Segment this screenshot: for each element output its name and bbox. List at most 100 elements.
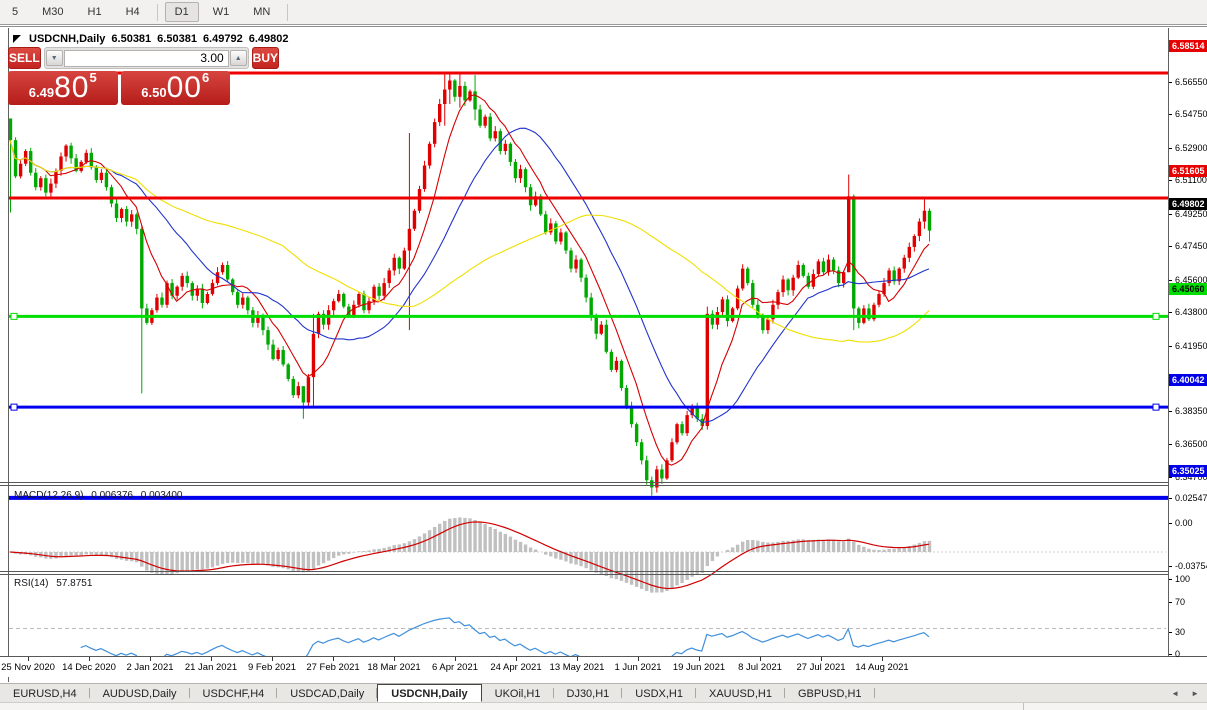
indicator-tick-label: 0.00 bbox=[1175, 518, 1193, 528]
one-click-collapse-icon[interactable] bbox=[13, 35, 21, 43]
date-label: 9 Feb 2021 bbox=[247, 662, 297, 673]
indicator-tick-label: 70 bbox=[1175, 596, 1186, 607]
status-bar bbox=[0, 702, 1207, 710]
rsi-splitter-top[interactable] bbox=[0, 571, 1207, 572]
indicator-tick-label: 0.025473 bbox=[1175, 493, 1207, 503]
symbol-tab-usdcad[interactable]: USDCAD,Daily bbox=[277, 684, 378, 702]
date-label: 25 Nov 2020 bbox=[1, 662, 55, 673]
price-badge-6.58514: 6.58514 bbox=[1169, 40, 1207, 52]
price-tick-mark bbox=[1169, 476, 1172, 478]
indicator-tick-mark bbox=[1169, 601, 1172, 603]
symbol-tab-usdcnh[interactable]: USDCNH,Daily bbox=[377, 684, 482, 702]
indicator-tick-label: 100 bbox=[1175, 574, 1191, 584]
toolbar-separator bbox=[156, 3, 158, 21]
timeframe-button-h1[interactable]: H1 bbox=[87, 6, 102, 18]
date-label: 18 Mar 2021 bbox=[367, 662, 421, 673]
price-scale[interactable]: 6.56550 6.54750 6.52900 6.51100 6.49250 6.474… bbox=[1169, 27, 1207, 659]
date-tick-mark bbox=[272, 657, 273, 661]
date-label: 6 Apr 2021 bbox=[432, 662, 478, 673]
tab-scroll-right-icon[interactable]: ► bbox=[1191, 688, 1199, 698]
symbol-tab-xauusd[interactable]: XAUUSD,H1 bbox=[696, 684, 785, 702]
timeframe-button-m30[interactable]: M30 bbox=[42, 6, 64, 18]
date-tick-mark bbox=[150, 657, 151, 661]
symbol-tab-usdx[interactable]: USDX,H1 bbox=[622, 684, 696, 702]
symbol-tab-usdchf[interactable]: USDCHF,H4 bbox=[190, 684, 278, 702]
date-label: 14 Aug 2021 bbox=[855, 662, 909, 673]
symbol-tab-ukoil[interactable]: UKOil,H1 bbox=[482, 684, 554, 702]
indicator-tick-mark bbox=[1169, 498, 1172, 499]
date-label: 2 Jan 2021 bbox=[126, 662, 174, 673]
price-badge-6.45060: 6.45060 bbox=[1169, 283, 1207, 296]
price-tick-label: 6.51100 bbox=[1175, 175, 1207, 186]
date-tick-mark bbox=[882, 657, 883, 661]
date-tick-mark bbox=[211, 657, 212, 661]
timeframe-button-5[interactable]: 5 bbox=[12, 6, 19, 18]
sell-price-button[interactable]: 6.49 80 5 bbox=[8, 71, 118, 105]
rsi-splitter-bottom[interactable] bbox=[0, 574, 1207, 575]
price-tick-mark bbox=[1169, 410, 1172, 412]
date-axis[interactable]: 25 Nov 2020 14 Dec 2020 2 Jan 2021 21 Jan 2… bbox=[0, 657, 1169, 677]
rsi-bottom-border bbox=[0, 656, 1207, 657]
chart-window: USDCNH,Daily 6.50381 6.50381 6.49792 6.4… bbox=[0, 26, 1207, 682]
lot-decrease-button[interactable]: ▼ bbox=[45, 50, 63, 66]
timeframe-button-mn[interactable]: MN bbox=[253, 6, 271, 18]
date-tick-mark bbox=[89, 657, 90, 661]
lot-increase-button[interactable]: ▲ bbox=[229, 50, 247, 66]
price-tick-label: 6.38350 bbox=[1175, 405, 1207, 416]
macd-splitter-bottom[interactable] bbox=[0, 485, 1207, 486]
indicator-tick-mark bbox=[1169, 566, 1172, 567]
price-tick-label: 6.43800 bbox=[1175, 307, 1207, 318]
date-tick-mark bbox=[577, 657, 578, 661]
price-tick-mark bbox=[1169, 180, 1172, 182]
price-tick-mark bbox=[1169, 279, 1172, 281]
price-tick-label: 6.36500 bbox=[1175, 439, 1207, 450]
sell-price-sup: 5 bbox=[89, 70, 97, 85]
price-tick-label: 6.52900 bbox=[1175, 142, 1207, 153]
one-click-trading-panel: SELL ▼ ▲ BUY 6.49 80 5 6.50 00 6 bbox=[8, 47, 280, 105]
indicator-tick-mark bbox=[1169, 523, 1172, 524]
price-tick-mark bbox=[1169, 246, 1172, 248]
symbol-tab-gbpusd[interactable]: GBPUSD,H1 bbox=[785, 684, 875, 702]
macd-main-value: 0.006376 bbox=[91, 490, 133, 501]
macd-label: MACD(12,26,9) 0.006376 0.003400 bbox=[14, 490, 187, 501]
sell-price-big: 80 bbox=[54, 71, 90, 104]
status-separator bbox=[1023, 703, 1024, 710]
timeframe-button-d1[interactable]: D1 bbox=[164, 2, 199, 22]
price-tick-mark bbox=[1169, 345, 1172, 347]
symbol-tab-eurusd[interactable]: EURUSD,H4 bbox=[0, 684, 90, 702]
timeframe-button-h4[interactable]: H4 bbox=[125, 6, 140, 18]
timeframe-toolbar: 5 M30 H1 H4 D1 W1 MN bbox=[0, 0, 1207, 25]
chart-symbol: USDCNH,Daily bbox=[29, 33, 106, 45]
macd-splitter-top[interactable] bbox=[0, 482, 1207, 483]
date-tick-mark bbox=[333, 657, 334, 661]
buy-price-button[interactable]: 6.50 00 6 bbox=[120, 71, 230, 105]
price-tick-label: 6.54750 bbox=[1175, 109, 1207, 120]
buy-price-big: 00 bbox=[166, 71, 202, 104]
symbol-tab-audusd[interactable]: AUDUSD,Daily bbox=[90, 684, 190, 702]
price-scale-separator bbox=[1168, 28, 1169, 657]
rsi-name: RSI(14) bbox=[14, 578, 49, 589]
sell-button[interactable]: SELL bbox=[8, 47, 41, 69]
date-label: 8 Jul 2021 bbox=[738, 662, 782, 673]
price-tick-label: 6.47450 bbox=[1175, 241, 1207, 252]
symbol-tab-bar: EURUSD,H4 AUDUSD,Daily USDCHF,H4 USDCAD,Dai… bbox=[0, 683, 1207, 702]
chart-title: USDCNH,Daily 6.50381 6.50381 6.49792 6.4… bbox=[13, 33, 294, 45]
date-label: 27 Feb 2021 bbox=[306, 662, 360, 673]
price-tick-mark bbox=[1169, 444, 1172, 446]
ohlc-close: 6.49802 bbox=[248, 33, 289, 45]
date-tick-mark bbox=[516, 657, 517, 661]
timeframe-button-w1[interactable]: W1 bbox=[212, 6, 230, 18]
chart-left-border bbox=[8, 28, 9, 682]
tab-scroll-left-icon[interactable]: ◄ bbox=[1171, 688, 1180, 698]
sell-price-small: 6.49 bbox=[28, 85, 55, 100]
date-label: 19 Jun 2021 bbox=[672, 662, 726, 673]
price-tick-mark bbox=[1169, 213, 1172, 215]
symbol-tab-dj30[interactable]: DJ30,H1 bbox=[554, 684, 623, 702]
rsi-label: RSI(14) 57.8751 bbox=[14, 578, 97, 589]
buy-button[interactable]: BUY bbox=[251, 47, 280, 69]
date-label: 1 Jun 2021 bbox=[614, 662, 662, 673]
price-chart-canvas[interactable] bbox=[9, 54, 1178, 657]
indicator-tick-mark bbox=[1169, 579, 1172, 580]
lot-size-input[interactable] bbox=[63, 49, 229, 67]
indicator-tick-mark bbox=[1169, 654, 1172, 655]
